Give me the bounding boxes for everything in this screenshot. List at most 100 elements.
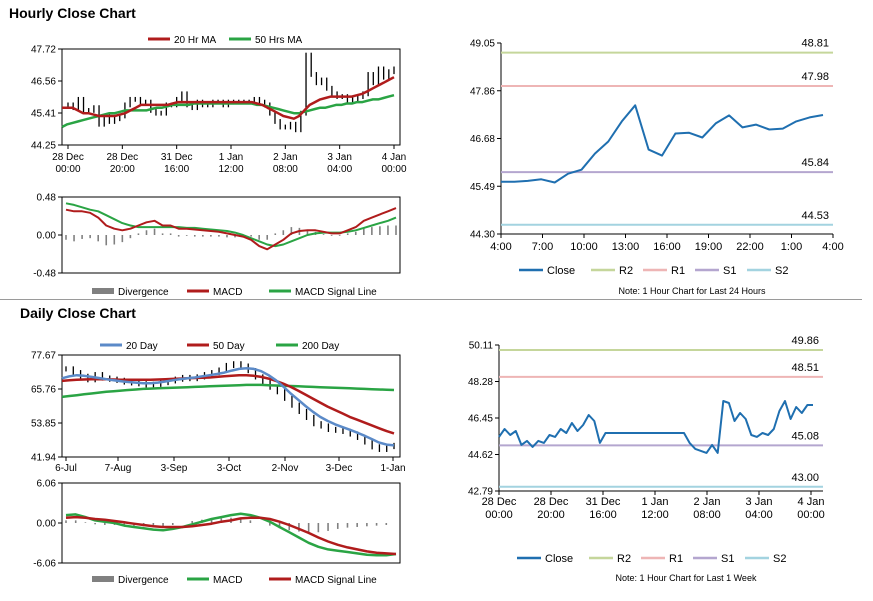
hourly-section-title: Hourly Close Chart [9,5,136,21]
x-tick-label: 4 Jan [798,496,825,508]
level-s1-label: 45.84 [801,157,829,169]
x-tick-label: 3 Jan [746,496,773,508]
y-tick-label: 48.28 [468,377,493,388]
x-tick-label: 20:00 [537,509,565,521]
daily-pivot-chart: 50.11 48.28 46.45 44.62 42.79 49.86 48.51 45.08… [468,335,825,583]
section-divider [0,299,862,300]
chart-note: Note: 1 Hour Chart for Last 1 Week [616,573,757,583]
x-tick-label: 1-Jan [380,463,405,474]
level-r1-label: 48.51 [791,362,819,374]
hourly-macd-chart: 0.48 0.00 -0.48 Divergence MACD MACD Signal L… [33,193,401,298]
legend-s2-label: S2 [773,553,786,565]
chart-note: Note: 1 Hour Chart for Last 24 Hours [618,286,766,296]
x-tick-label: 3 Jan [327,152,351,163]
macd-signal-line [65,515,397,556]
x-tick-label: 08:00 [273,164,298,175]
x-tick-label: 16:00 [653,241,681,253]
legend-r2-label: R2 [617,553,631,565]
level-r1-label: 47.98 [801,71,829,83]
legend-r1-label: R1 [669,553,683,565]
ma20-line [62,76,395,120]
x-tick-label: 22:00 [736,241,764,253]
y-tick-label: 65.76 [31,385,56,396]
y-tick-label: 77.67 [31,351,56,362]
y-tick-label: 42.79 [468,487,493,498]
legend-20hr-ma-label: 20 Hr MA [174,35,217,46]
legend-s2-label: S2 [775,265,788,277]
y-tick-label: 45.41 [31,109,56,120]
y-tick-label: 47.72 [31,45,56,56]
level-s2-label: 44.53 [801,210,829,222]
y-tick-label: 50.11 [469,341,494,352]
x-tick-label: 00:00 [381,164,406,175]
x-tick-label: 28 Dec [106,152,138,163]
macd-line [65,207,397,251]
level-s2-label: 43.00 [791,472,819,484]
y-tick-label: 53.85 [31,419,56,430]
x-tick-label: 7:00 [532,241,553,253]
ma50-line [61,93,395,129]
x-tick-label: 04:00 [327,164,352,175]
legend-divergence-swatch [92,288,114,294]
legend-divergence-label: Divergence [118,575,169,586]
x-tick-label: 1:00 [781,241,802,253]
y-tick-label: 46.56 [31,77,56,88]
legend-r1-label: R1 [671,265,685,277]
x-tick-label: 31 Dec [161,152,193,163]
ma200-line [61,383,395,399]
x-tick-label: 04:00 [745,509,773,521]
x-tick-label: 2 Jan [273,152,297,163]
legend-macd-signal-label: MACD Signal Line [295,287,377,298]
x-tick-label: 28 Dec [482,496,517,508]
y-tick-label: 44.30 [470,230,495,241]
y-tick-label: 0.48 [37,193,57,204]
level-r2-label: 49.86 [791,335,819,347]
level-s1-label: 45.08 [791,430,819,442]
close-line [498,400,813,454]
legend-s1-label: S1 [723,265,736,277]
x-tick-label: 12:00 [641,509,669,521]
x-tick-label: 4:00 [490,241,511,253]
legend-20-day-label: 20 Day [126,341,158,352]
x-tick-label: 2 Jan [694,496,721,508]
legend-200-day-label: 200 Day [302,341,339,352]
x-tick-label: 31 Dec [586,496,621,508]
x-tick-label: 19:00 [695,241,723,253]
y-tick-label: 46.68 [470,134,495,145]
y-tick-label: 0.00 [37,231,57,242]
y-tick-label: 49.05 [470,39,495,50]
x-tick-label: 1 Jan [219,152,243,163]
x-tick-label: 6-Jul [55,463,77,474]
x-tick-label: 3-Oct [217,463,242,474]
x-tick-label: 00:00 [55,164,80,175]
close-line [501,104,824,184]
legend-close-label: Close [545,553,573,565]
legend-close-label: Close [547,265,575,277]
x-tick-label: 7-Aug [105,463,132,474]
legend-50-day-label: 50 Day [213,341,245,352]
ma50-line [61,373,395,435]
x-tick-label: 4:00 [822,241,843,253]
legend-macd-signal-label: MACD Signal Line [295,575,377,586]
plot-frame [61,354,401,458]
y-tick-label: 41.94 [31,453,56,464]
x-tick-label: 00:00 [797,509,825,521]
legend-divergence-swatch [92,576,114,582]
x-tick-label: 16:00 [589,509,617,521]
ma20-line [61,367,395,447]
x-tick-label: 13:00 [612,241,640,253]
legend-macd-label: MACD [213,575,242,586]
x-tick-label: 16:00 [164,164,189,175]
x-tick-label: 10:00 [570,241,598,253]
daily-section-title: Daily Close Chart [20,305,136,321]
y-tick-label: 47.86 [470,86,495,97]
x-tick-label: 1 Jan [642,496,669,508]
y-tick-label: 6.06 [37,479,57,490]
x-tick-label: 2-Nov [272,463,299,474]
x-tick-label: 28 Dec [52,152,84,163]
x-tick-label: 20:00 [110,164,135,175]
y-tick-label: 46.45 [468,414,493,425]
x-tick-label: 4 Jan [382,152,406,163]
legend-divergence-label: Divergence [118,287,169,298]
